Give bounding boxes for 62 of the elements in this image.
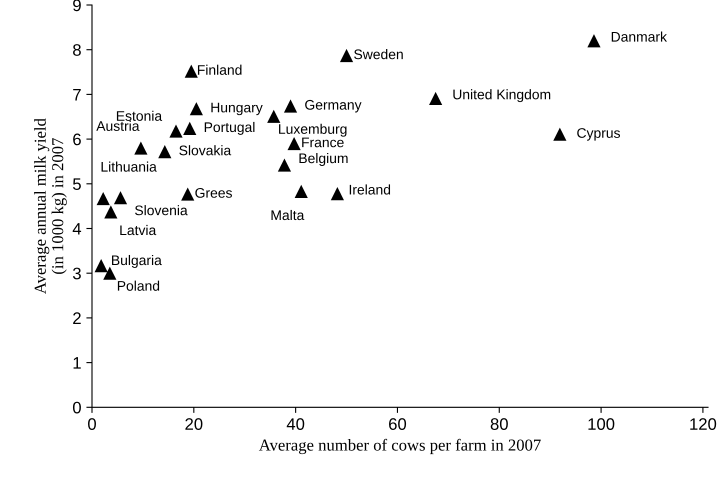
point <box>288 136 301 150</box>
point <box>158 145 172 158</box>
y-tick-label: 2 <box>73 312 81 324</box>
annotation: Danmark <box>612 32 667 42</box>
y-tick-label: 0 <box>72 402 81 414</box>
point <box>183 122 196 135</box>
point <box>267 110 280 123</box>
y-tick-label: 1 <box>74 357 81 369</box>
annotation: Malta <box>272 210 304 220</box>
annotation: Estonia <box>116 110 162 121</box>
x-tick-label: 120 <box>690 418 716 430</box>
annotation: Luxemburg <box>279 124 346 137</box>
annotation: Slovenia <box>135 205 188 216</box>
x-tick-label: 0 <box>88 418 96 430</box>
y-axis-title: Average annual milk yield (in 1000 kg) in 2007 <box>34 118 67 294</box>
y-tick-label: 5 <box>72 178 81 190</box>
annotation: Portugal <box>204 122 254 135</box>
annotation: Austria <box>96 120 140 131</box>
point <box>294 184 308 198</box>
point <box>330 187 344 200</box>
x-tick-label: 20 <box>185 418 202 430</box>
y-tick-label: 6 <box>73 134 81 146</box>
y-tick-label: 4 <box>72 223 82 235</box>
point <box>96 192 110 206</box>
annotation: Poland <box>118 280 160 291</box>
x-tick-label: 60 <box>389 418 406 430</box>
annotation: France <box>302 138 344 148</box>
point <box>94 259 108 272</box>
point <box>284 99 298 113</box>
x-tick-label: 100 <box>588 418 614 430</box>
annotation: Cyprus <box>577 128 620 141</box>
y-tick-label: 3 <box>72 268 81 280</box>
y-tick-label: 8 <box>73 44 81 56</box>
point <box>169 124 183 138</box>
annotation: United Kingdom <box>453 89 550 102</box>
point <box>190 102 203 116</box>
point <box>587 34 601 48</box>
point <box>184 64 198 78</box>
annotation: Belgium <box>299 152 348 166</box>
annotation: Germany <box>305 100 362 112</box>
point <box>181 187 194 201</box>
point <box>553 128 566 141</box>
annotation: Hungary <box>211 102 263 116</box>
y-tick-label: 7 <box>73 88 81 100</box>
annotation: Latvia <box>120 224 156 236</box>
point <box>278 158 292 172</box>
point <box>134 141 148 155</box>
annotation: Bulgaria <box>112 254 162 268</box>
annotation: Lithuania <box>102 162 157 172</box>
x-tick-label: 40 <box>286 418 304 430</box>
point <box>103 266 116 280</box>
annotation: Grees <box>195 188 232 198</box>
annotation: Slovakia <box>179 145 232 156</box>
annotation: Finland <box>198 64 242 75</box>
x-tick-label: 80 <box>490 418 508 430</box>
point <box>429 92 442 106</box>
annotation: Ireland <box>350 184 390 195</box>
point <box>340 48 354 62</box>
x-axis-title: Average number of cows per farm in 2007 <box>258 438 541 454</box>
point <box>104 205 118 219</box>
annotation: Sweden <box>354 49 403 60</box>
point <box>114 191 128 204</box>
